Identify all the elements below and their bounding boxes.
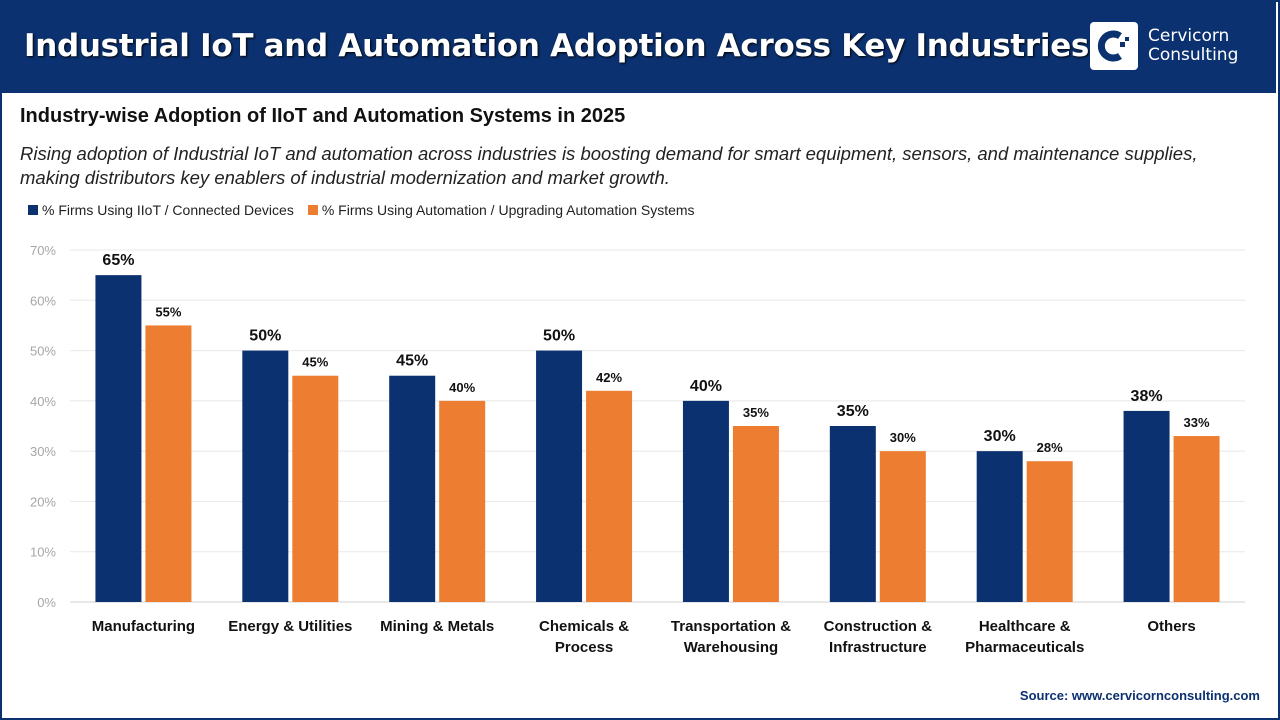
y-tick-label: 70% [30, 243, 56, 258]
x-tick-label: Infrastructure [829, 639, 927, 656]
x-tick-label: Mining & Metals [380, 618, 494, 635]
x-tick-label: Pharmaceuticals [965, 639, 1084, 656]
data-label: 42% [596, 370, 622, 385]
bar [389, 375, 436, 602]
bar [242, 350, 289, 602]
logo-text-line2: Consulting [1148, 45, 1239, 65]
logo: Cervicorn Consulting [1090, 22, 1238, 70]
y-tick-label: 10% [30, 545, 56, 560]
data-label: 55% [155, 304, 181, 319]
data-label: 45% [396, 353, 428, 370]
bar [95, 275, 142, 602]
x-tick-label: Energy & Utilities [228, 618, 352, 635]
bar [732, 426, 779, 602]
y-tick-label: 40% [30, 394, 56, 409]
bar [439, 400, 486, 602]
data-label: 35% [837, 403, 869, 420]
bar [1026, 461, 1073, 602]
logo-icon [1090, 22, 1138, 70]
legend-item-iiot: % Firms Using IIoT / Connected Devices [28, 202, 294, 218]
x-tick-label: Chemicals & [539, 618, 629, 635]
legend: % Firms Using IIoT / Connected Devices %… [28, 202, 695, 218]
x-tick-label: Process [555, 639, 613, 656]
page-title: Industrial IoT and Automation Adoption A… [24, 28, 1090, 64]
data-label: 30% [984, 428, 1016, 445]
data-label: 40% [449, 380, 475, 395]
bar [145, 325, 192, 602]
y-tick-label: 20% [30, 494, 56, 509]
x-tick-label: Healthcare & [979, 618, 1071, 635]
bar [976, 451, 1023, 602]
description: Rising adoption of Industrial IoT and au… [20, 142, 1270, 190]
bar [1173, 436, 1220, 602]
y-tick-label: 0% [37, 595, 56, 610]
source-text: Source: www.cervicornconsulting.com [1019, 688, 1260, 703]
data-label: 45% [302, 355, 328, 370]
x-tick-label: Others [1147, 618, 1195, 635]
x-tick-label: Construction & [824, 618, 932, 635]
bar [536, 350, 583, 602]
x-tick-label: Manufacturing [92, 618, 195, 635]
data-label: 65% [102, 252, 134, 269]
header-banner: Industrial IoT and Automation Adoption A… [0, 0, 1276, 93]
data-label: 40% [690, 378, 722, 395]
y-tick-label: 60% [30, 293, 56, 308]
data-label: 38% [1131, 388, 1163, 405]
legend-label-automation: % Firms Using Automation / Upgrading Aut… [321, 202, 695, 218]
description-line1: Rising adoption of Industrial IoT and au… [20, 143, 1198, 164]
data-label: 33% [1184, 415, 1210, 430]
x-tick-label: Transportation & [671, 618, 791, 635]
legend-item-automation: % Firms Using Automation / Upgrading Aut… [307, 202, 695, 218]
y-tick-label: 30% [30, 444, 56, 459]
x-tick-label: Warehousing [684, 639, 778, 656]
bar [829, 426, 876, 602]
bar [682, 400, 729, 602]
chart-subtitle: Industry-wise Adoption of IIoT and Autom… [20, 105, 626, 127]
bar [1123, 410, 1170, 602]
bar [292, 375, 339, 602]
data-label: 50% [249, 328, 281, 345]
bar [879, 451, 926, 602]
data-label: 28% [1037, 440, 1063, 455]
description-line2: making distributors key enablers of indu… [20, 167, 670, 188]
logo-text-line1: Cervicorn [1148, 26, 1230, 46]
data-label: 30% [890, 430, 916, 445]
data-label: 50% [543, 328, 575, 345]
bar [586, 390, 633, 602]
data-label: 35% [743, 405, 769, 420]
legend-label-iiot: % Firms Using IIoT / Connected Devices [42, 202, 294, 218]
y-tick-label: 50% [30, 344, 56, 359]
